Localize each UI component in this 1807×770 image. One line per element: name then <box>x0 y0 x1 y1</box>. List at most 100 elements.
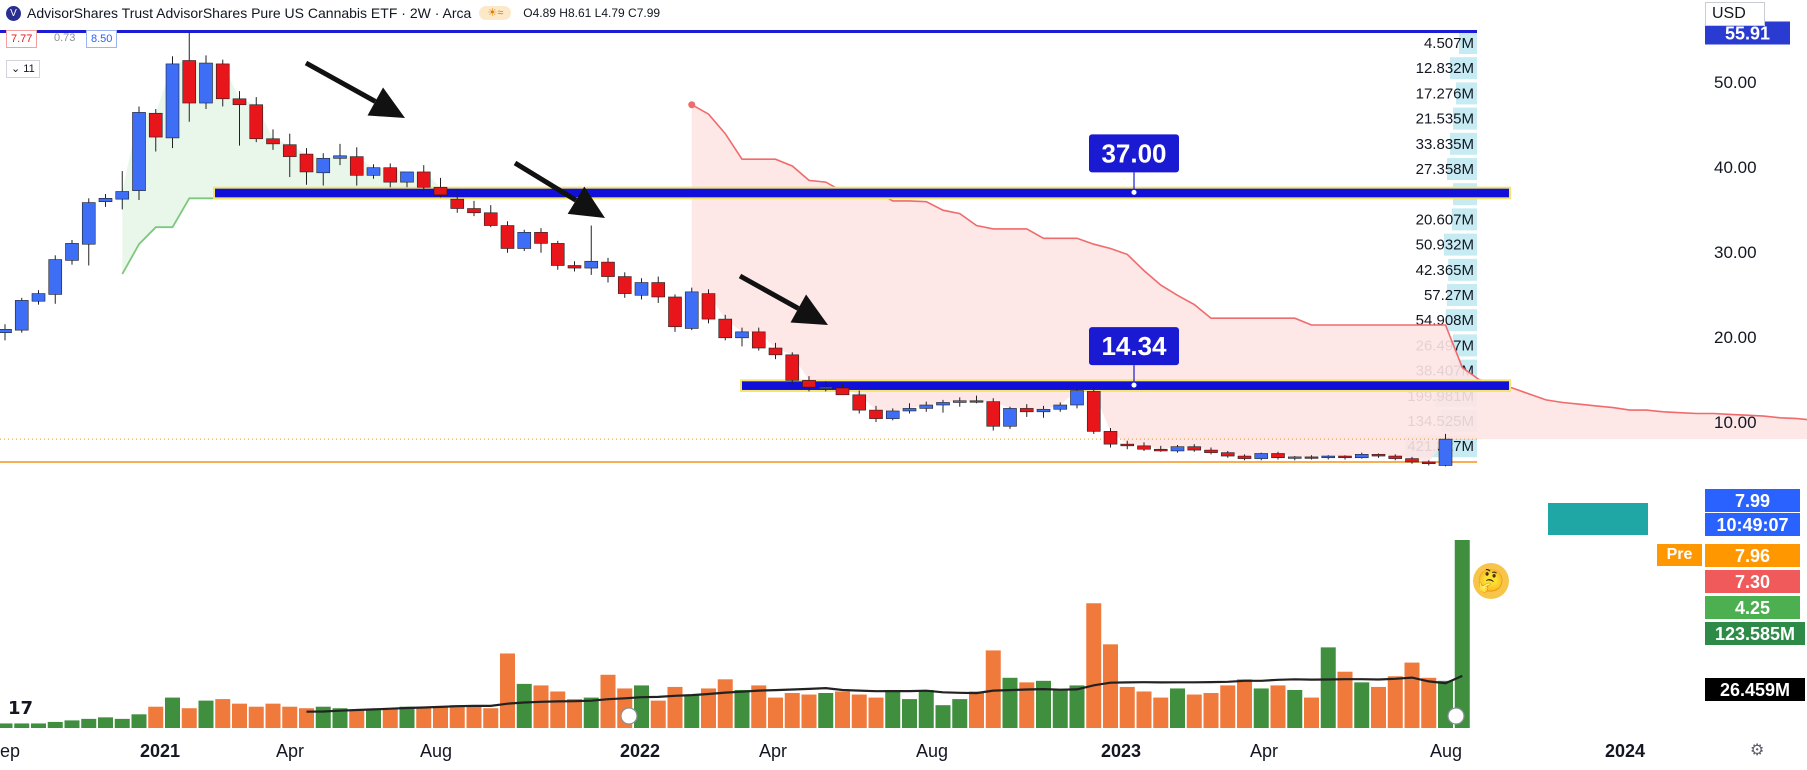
volume-bar <box>282 706 298 728</box>
candle-down <box>802 380 816 388</box>
volume-bar <box>1036 680 1051 728</box>
volume-bar <box>952 699 968 728</box>
time-axis-label: 2024 <box>1605 741 1645 761</box>
volume-bar <box>131 714 147 728</box>
price-tag-text: 55.91 <box>1725 24 1770 44</box>
symbol-title[interactable]: AdvisorShares Trust AdvisorShares Pure U… <box>27 5 472 21</box>
price-tag <box>1705 544 1800 567</box>
volume-bar <box>684 694 700 728</box>
price-tag <box>1705 678 1805 701</box>
volume-bar <box>349 709 365 728</box>
volume-bars <box>0 540 1470 728</box>
volume-profile-label: 17.276M <box>1416 85 1474 102</box>
volume-profile-row <box>1450 132 1477 155</box>
candle-down <box>869 409 883 419</box>
volume-bar <box>550 691 566 728</box>
volume-bar <box>265 703 281 728</box>
candle-down <box>1120 443 1135 447</box>
currency-selector[interactable]: USD <box>1705 2 1765 26</box>
volume-bar <box>81 718 97 728</box>
volume-bar <box>751 685 767 728</box>
tradingview-logo[interactable]: 17 <box>8 698 34 719</box>
volume-bar <box>165 697 180 728</box>
bid-price[interactable]: 7.77 <box>6 30 38 48</box>
volume-bar <box>1371 686 1386 728</box>
price-tag-text: 123.585M <box>1715 624 1795 644</box>
price-axis-tick: 50.00 <box>1714 73 1757 92</box>
trend-arrow-head <box>367 87 405 118</box>
candle-up <box>98 198 113 203</box>
price-tag <box>1705 489 1800 512</box>
candle-down <box>416 171 431 188</box>
horizontal-levels <box>0 30 1511 463</box>
volume-bar <box>0 723 13 728</box>
volume-bar <box>1337 671 1353 728</box>
indicators-toggle[interactable]: ⌄ 11 <box>6 60 40 78</box>
candle-down <box>718 318 733 339</box>
candle-down <box>1371 454 1386 457</box>
price-tag-text: 7.99 <box>1735 491 1770 511</box>
candle-up <box>936 402 950 406</box>
volume-bar <box>31 723 46 728</box>
volume-bar <box>399 706 415 728</box>
volume-bar <box>1052 689 1068 728</box>
candle-down <box>299 153 314 173</box>
candle-down <box>383 167 398 183</box>
volume-bar <box>248 706 264 728</box>
settings-gear-icon[interactable]: ⚙ <box>1750 740 1765 759</box>
volume-bar <box>583 697 599 728</box>
time-axis-label: 2021 <box>140 741 180 761</box>
candle-up <box>1321 455 1336 459</box>
candle-down <box>349 156 364 176</box>
symbol-logo-icon: V <box>6 5 21 21</box>
callout-37-box <box>1089 134 1179 173</box>
ask-price[interactable]: 8.50 <box>86 30 118 48</box>
volume-bar <box>1119 686 1135 728</box>
price-tag-text: 7.30 <box>1735 572 1770 592</box>
candle-up <box>31 293 46 302</box>
candle-up <box>1003 408 1017 427</box>
time-axis-label: Apr <box>276 741 304 761</box>
time-axis-label: Aug <box>420 741 452 761</box>
price-axis-tick: 10.00 <box>1714 413 1757 432</box>
trend-arrow-shaft <box>513 160 578 203</box>
volume-bar <box>1153 697 1169 728</box>
volume-bar <box>382 708 398 728</box>
volume-bar <box>1086 603 1102 728</box>
level-zone-37 <box>213 186 1511 200</box>
volume-profile-row <box>1444 233 1477 256</box>
volume-bar <box>885 689 901 728</box>
trailing-stop-line <box>691 104 1807 421</box>
volume-profile-label: 27.358M <box>1416 161 1474 178</box>
trend-arrows <box>304 60 828 325</box>
volume-profile-row <box>1453 334 1477 357</box>
candle-down <box>215 63 230 100</box>
market-status-icon[interactable]: ☀≈ <box>479 6 512 20</box>
candle-up <box>1170 446 1185 452</box>
volume-bar <box>64 720 80 728</box>
candle-down <box>651 282 666 298</box>
candle-up <box>885 410 900 419</box>
ohlc-readout: O4.89 H8.61 L4.79 C7.99 <box>523 6 661 20</box>
volume-bar <box>1019 682 1035 728</box>
candle-down <box>1405 458 1419 463</box>
volume-bar <box>1170 688 1185 728</box>
callout-14-box <box>1089 327 1179 366</box>
dividend-marker-icon <box>620 707 638 725</box>
volume-profile-label: 4.507M <box>1424 35 1474 52</box>
candle-up <box>48 259 63 295</box>
candle-down <box>785 354 800 381</box>
candle-down <box>1338 455 1352 459</box>
level-callouts: 37.00 14.34 <box>1089 134 1179 389</box>
volume-profile-label: 42.365M <box>1416 262 1474 279</box>
volume-bar <box>969 691 984 728</box>
candle-down <box>835 387 850 396</box>
time-axis-label: ep <box>0 741 20 761</box>
volume-profile-poc <box>1548 503 1648 535</box>
candle-down <box>986 401 1001 427</box>
candle-down <box>701 293 716 320</box>
candle-down <box>1153 448 1168 452</box>
candle-down <box>534 232 548 244</box>
volume-bar <box>433 706 448 728</box>
